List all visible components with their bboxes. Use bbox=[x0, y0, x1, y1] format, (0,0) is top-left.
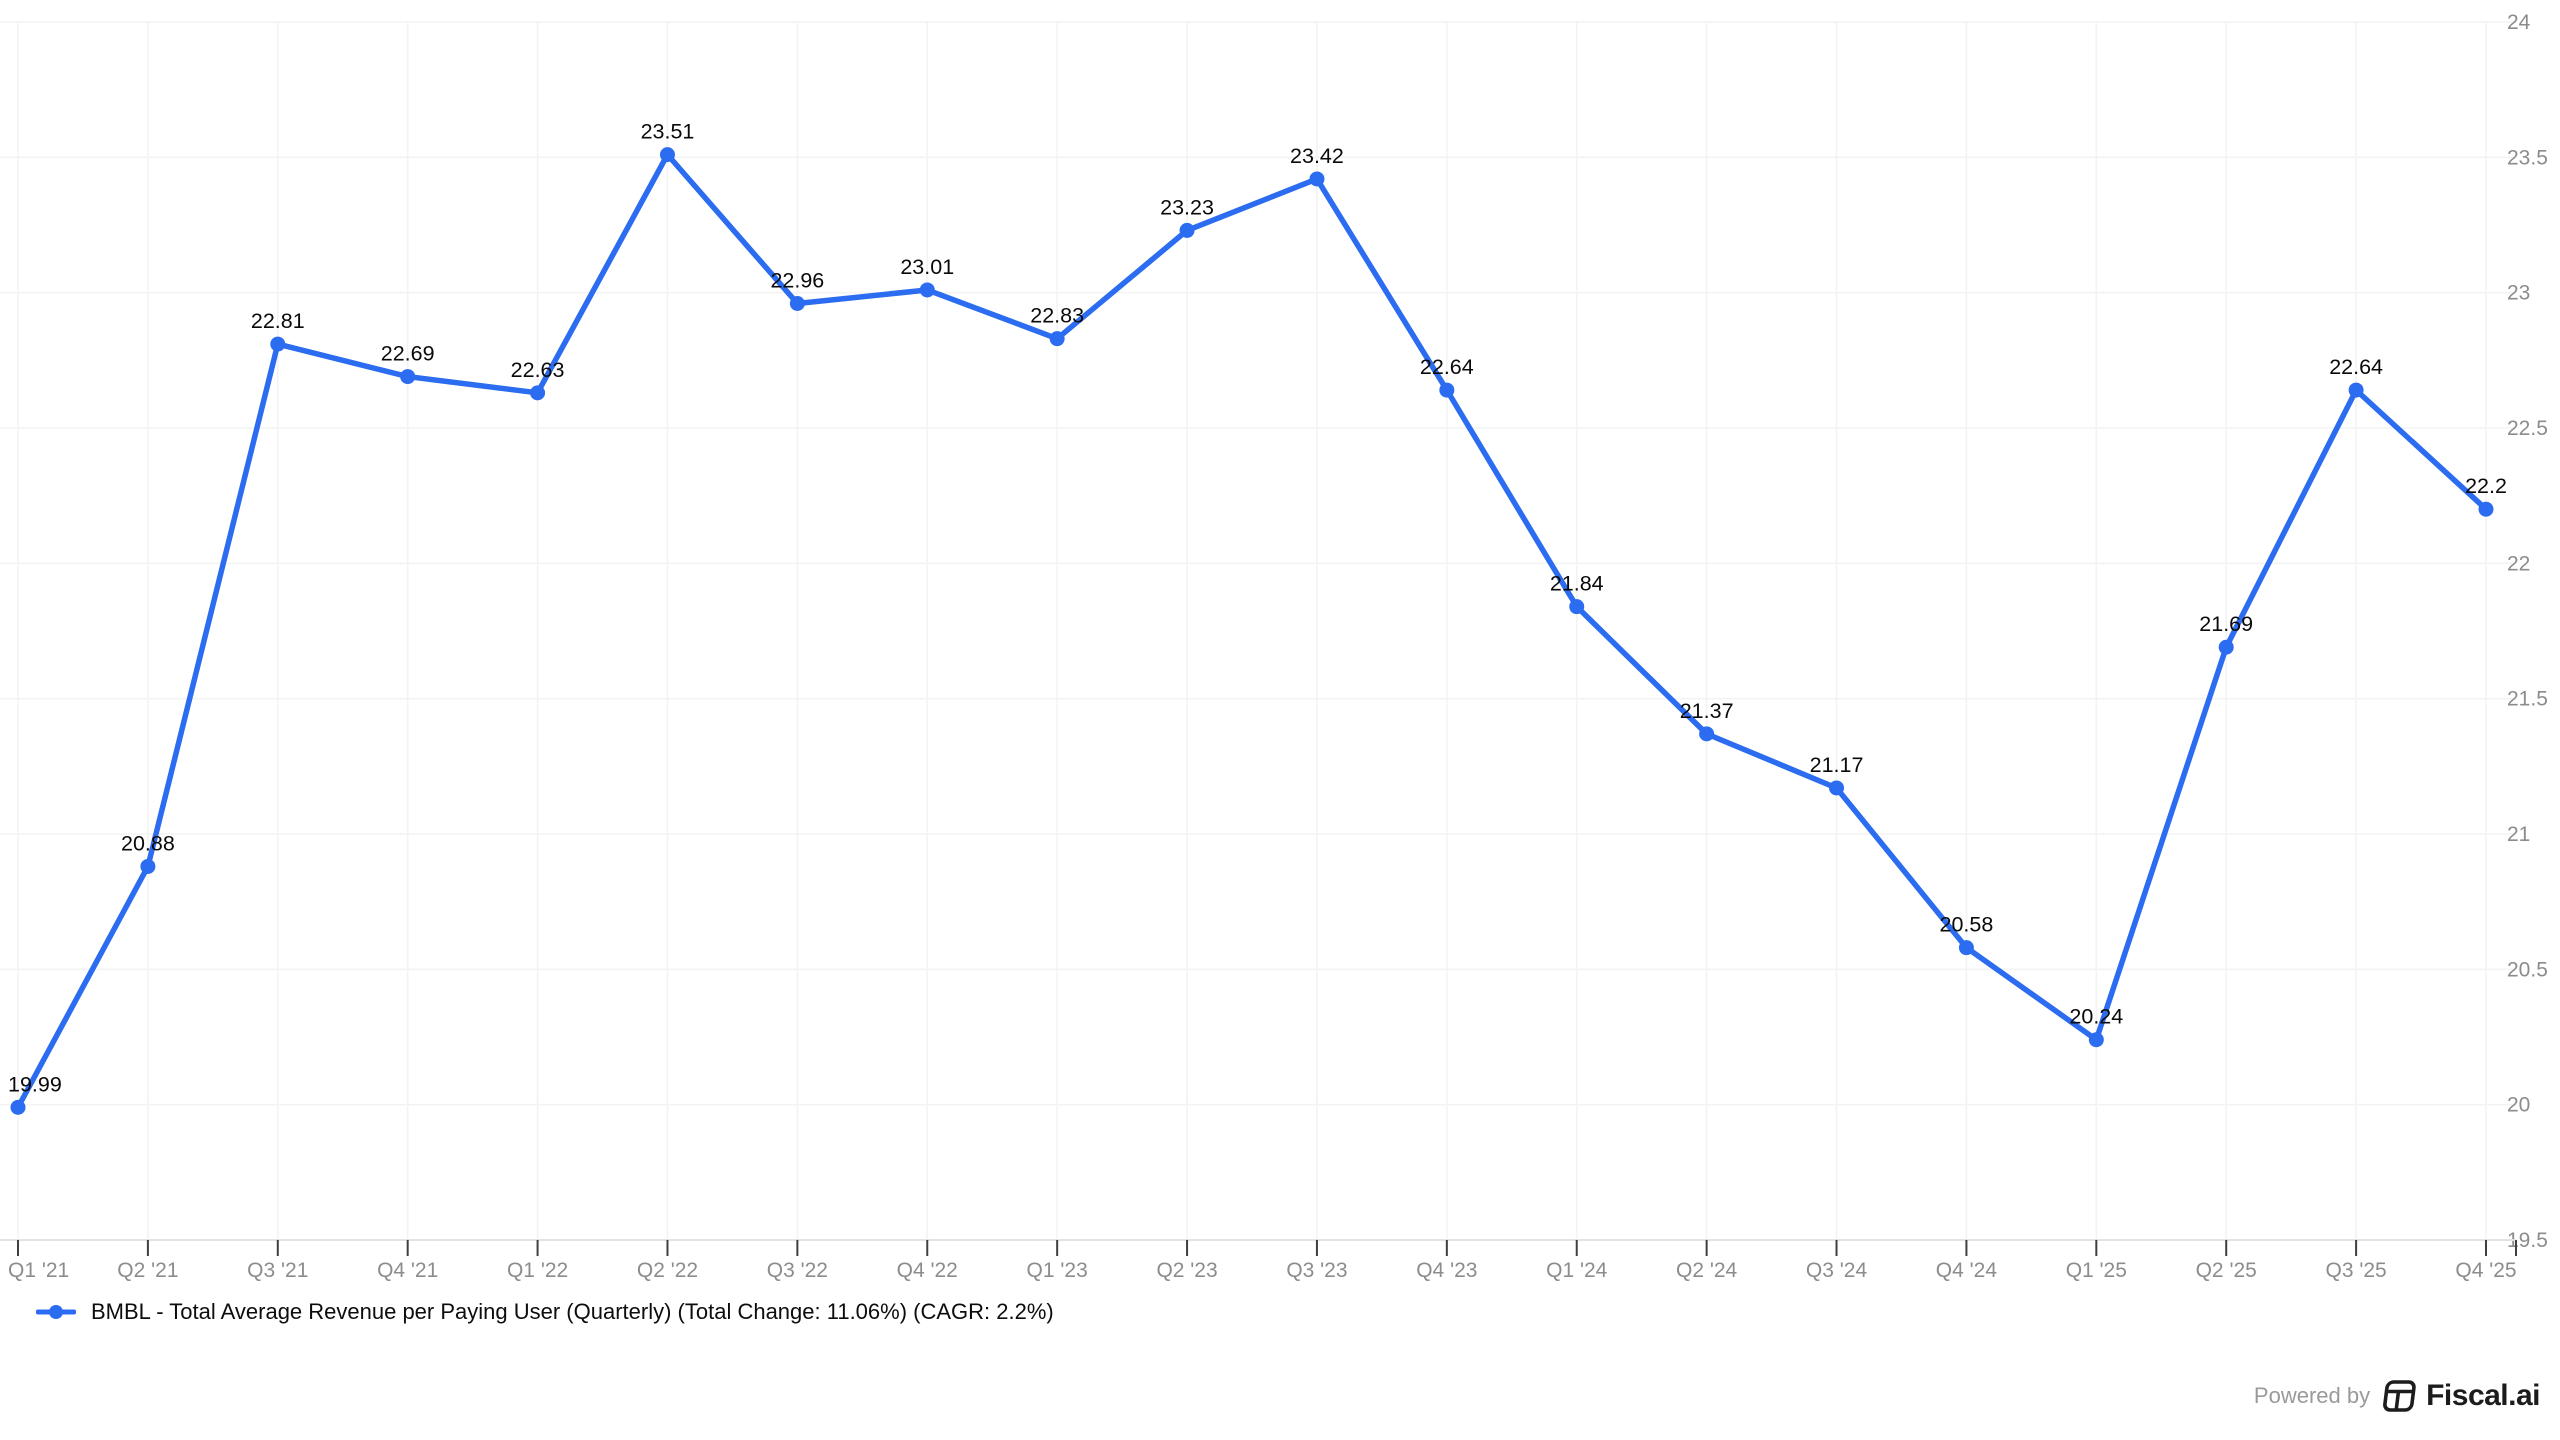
legend-marker-icon bbox=[36, 1305, 76, 1319]
data-point[interactable] bbox=[2088, 1032, 2104, 1048]
data-point[interactable] bbox=[530, 385, 546, 401]
data-point[interactable] bbox=[2348, 382, 2364, 398]
data-point-label: 21.84 bbox=[1550, 572, 1604, 596]
data-point-label: 22.64 bbox=[1420, 355, 1474, 379]
fiscal-logo-icon bbox=[2383, 1380, 2416, 1412]
data-point[interactable] bbox=[1309, 171, 1325, 187]
data-point-label: 22.2 bbox=[2465, 474, 2507, 498]
data-point-label: 21.37 bbox=[1680, 699, 1734, 723]
y-axis-label: 23 bbox=[2507, 282, 2530, 305]
series-line bbox=[15, 151, 2489, 1111]
data-point[interactable] bbox=[140, 858, 156, 874]
data-point[interactable] bbox=[1049, 331, 1065, 347]
y-axis-label: 21.5 bbox=[2507, 688, 2548, 711]
y-axis-label: 24 bbox=[2507, 11, 2531, 34]
data-point-label: 22.83 bbox=[1030, 304, 1084, 328]
data-point-label: 22.96 bbox=[770, 268, 824, 292]
data-point[interactable] bbox=[400, 369, 416, 385]
x-axis-label: Q4 '25 bbox=[2455, 1259, 2516, 1282]
data-point[interactable] bbox=[2478, 501, 2494, 517]
data-point[interactable] bbox=[1179, 222, 1195, 238]
x-axis-label: Q4 '21 bbox=[377, 1259, 438, 1282]
data-point[interactable] bbox=[1958, 940, 1974, 956]
data-point-label: 20.88 bbox=[121, 831, 175, 855]
data-point[interactable] bbox=[659, 147, 675, 163]
x-axis-label: Q3 '23 bbox=[1286, 1259, 1347, 1282]
data-point[interactable] bbox=[789, 295, 805, 311]
x-axis-label: Q1 '24 bbox=[1546, 1259, 1608, 1282]
powered-by-text: Powered by bbox=[2253, 1383, 2371, 1408]
x-axis-label: Q2 '21 bbox=[117, 1259, 178, 1282]
legend-item[interactable]: BMBL - Total Average Revenue per Paying … bbox=[36, 1299, 1054, 1325]
x-axis-label: Q3 '22 bbox=[767, 1259, 828, 1282]
x-axis-label: Q2 '24 bbox=[1676, 1259, 1738, 1282]
data-point-label: 23.51 bbox=[641, 120, 695, 144]
data-point-label: 23.23 bbox=[1160, 195, 1214, 219]
data-point-label: 21.69 bbox=[2199, 612, 2253, 636]
data-point-label: 23.01 bbox=[900, 255, 954, 279]
y-axis-label: 21 bbox=[2507, 823, 2530, 846]
x-axis-label: Q4 '23 bbox=[1416, 1259, 1477, 1282]
x-axis-label: Q4 '22 bbox=[897, 1259, 958, 1282]
data-point-label: 22.69 bbox=[381, 342, 435, 366]
x-axis-label: Q2 '25 bbox=[2196, 1259, 2257, 1282]
legend-label: BMBL - Total Average Revenue per Paying … bbox=[91, 1299, 1054, 1324]
x-axis-label: Q1 '22 bbox=[507, 1259, 568, 1282]
x-axis-label: Q2 '23 bbox=[1156, 1259, 1217, 1282]
x-axis-label: Q1 '25 bbox=[2066, 1259, 2127, 1282]
data-point-label: 20.58 bbox=[1940, 913, 1994, 937]
powered-by: Powered by Fiscal.ai bbox=[2253, 1379, 2541, 1413]
data-point[interactable] bbox=[1699, 726, 1715, 742]
y-axis-label: 20 bbox=[2507, 1094, 2530, 1117]
x-axis-label: Q3 '25 bbox=[2325, 1259, 2386, 1282]
x-axis-label: Q4 '24 bbox=[1936, 1259, 1998, 1282]
data-point-label: 22.63 bbox=[511, 358, 565, 382]
data-point-label: 19.99 bbox=[8, 1072, 62, 1096]
x-axis-label: Q3 '24 bbox=[1806, 1259, 1868, 1282]
data-point[interactable] bbox=[1829, 780, 1845, 796]
data-point[interactable] bbox=[2218, 639, 2234, 655]
y-axis-label: 22 bbox=[2507, 552, 2530, 575]
x-axis-label: Q3 '21 bbox=[247, 1259, 308, 1282]
x-axis-label: Q2 '22 bbox=[637, 1259, 698, 1282]
data-point[interactable] bbox=[270, 336, 286, 352]
data-point[interactable] bbox=[1439, 382, 1455, 398]
y-axis-label: 22.5 bbox=[2507, 417, 2548, 440]
x-axis-label: Q1 '23 bbox=[1027, 1259, 1088, 1282]
data-point-label: 22.64 bbox=[2329, 355, 2383, 379]
y-axis-label: 23.5 bbox=[2507, 146, 2548, 169]
data-point-label: 21.17 bbox=[1810, 753, 1864, 777]
x-axis-label: Q1 '21 bbox=[8, 1259, 69, 1282]
y-axis-label: 19.5 bbox=[2507, 1229, 2548, 1252]
y-axis-label: 20.5 bbox=[2507, 958, 2548, 981]
brand-name[interactable]: Fiscal.ai bbox=[2426, 1379, 2540, 1412]
data-point-label: 22.81 bbox=[251, 309, 305, 333]
data-point[interactable] bbox=[1569, 599, 1585, 615]
data-point[interactable] bbox=[919, 282, 935, 298]
data-point-label: 23.42 bbox=[1290, 144, 1344, 168]
data-point-label: 20.24 bbox=[2069, 1005, 2123, 1029]
data-point[interactable] bbox=[10, 1099, 26, 1115]
